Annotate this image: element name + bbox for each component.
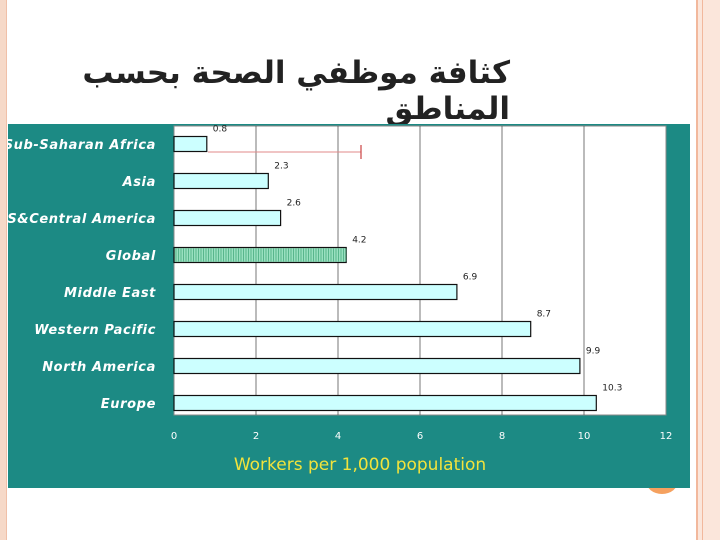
category-label: Middle East	[64, 286, 156, 301]
slide-border-left	[0, 0, 7, 540]
x-tick-label: 8	[499, 431, 505, 442]
bar	[173, 320, 532, 338]
x-tick-label: 2	[253, 431, 259, 442]
category-label: S&Central America	[8, 212, 156, 227]
slide-title: كثافة موظفي الصحة بحسب المناطق	[82, 55, 510, 127]
category-label: North America	[42, 360, 156, 375]
x-tick-label: 0	[171, 431, 177, 442]
category-label: Sub-Saharan Africa	[8, 138, 156, 153]
data-label: 4.2	[352, 236, 366, 246]
x-tick-label: 12	[660, 431, 673, 442]
x-tick-label: 10	[578, 431, 591, 442]
slide-border-right	[696, 0, 720, 540]
category-labels: Sub-Saharan Africa Asia S&Central America G…	[8, 138, 156, 412]
data-label: 0.8	[213, 125, 228, 135]
bars: 0.8 2.3 2.6 4.2 6.9 8.7 9.9 10.3	[173, 125, 622, 412]
x-tick-label: 6	[417, 431, 423, 442]
data-label: 8.7	[537, 310, 551, 320]
data-label: 2.6	[287, 199, 302, 209]
category-label: Europe	[101, 397, 156, 412]
bar	[173, 246, 347, 264]
data-label: 6.9	[463, 273, 478, 283]
x-axis-title: Workers per 1,000 population	[233, 455, 487, 475]
category-label: Asia	[122, 175, 156, 190]
x-tick-labels: 0 2 4 6 8 10 12	[171, 431, 673, 442]
bar-chart: 0.8 2.3 2.6 4.2 6.9 8.7 9.9 10.3 Sub-Saharan Af…	[8, 125, 673, 443]
bar	[173, 172, 269, 190]
data-label: 9.9	[586, 347, 601, 357]
bar	[173, 394, 597, 412]
bar	[173, 357, 581, 375]
category-label: Western Pacific	[34, 323, 156, 338]
bar	[173, 135, 208, 153]
bar	[173, 283, 458, 301]
data-label: 10.3	[602, 384, 622, 394]
bar	[173, 209, 282, 227]
category-label: Global	[106, 249, 156, 264]
x-tick-label: 4	[335, 431, 341, 442]
data-label: 2.3	[274, 162, 288, 172]
